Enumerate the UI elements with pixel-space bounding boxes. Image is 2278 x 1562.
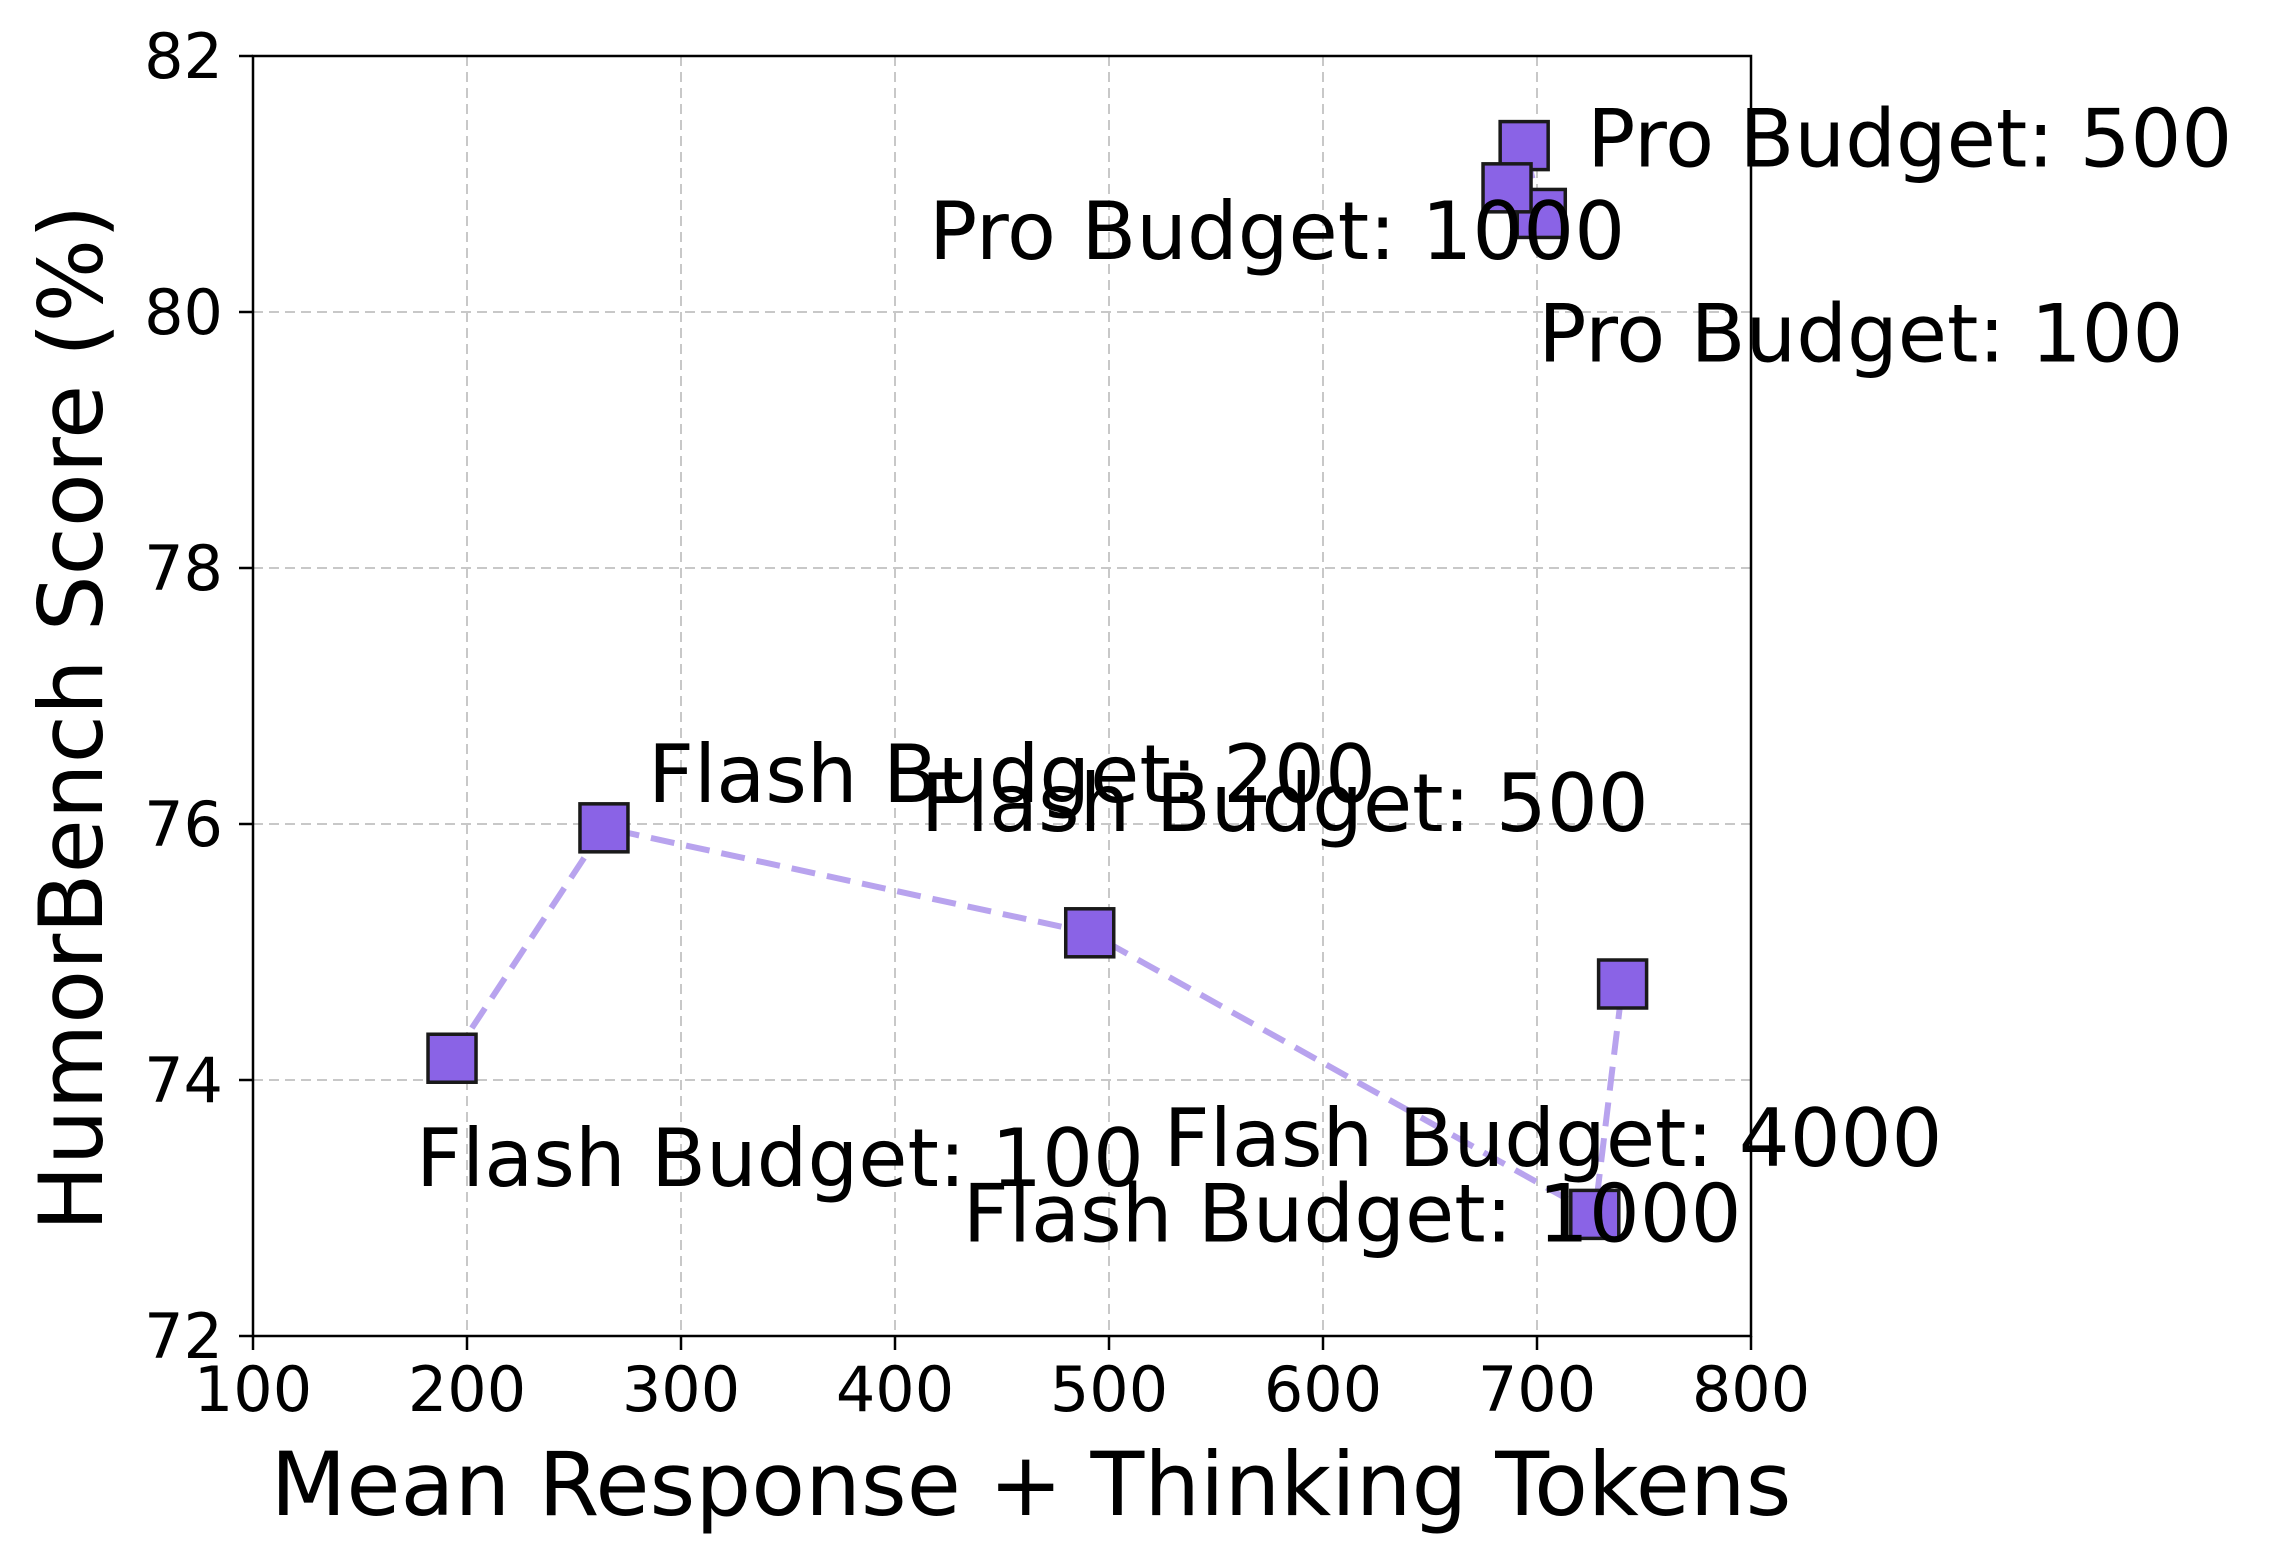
point-label: Pro Budget: 100 (1538, 287, 2183, 380)
y-axis-label: HumorBench Score (%) (20, 205, 123, 1232)
y-tick-label: 78 (144, 532, 223, 605)
point-label: Flash Budget: 200 (648, 728, 1376, 821)
data-point-marker (1481, 162, 1533, 214)
point-label: Flash Budget: 1000 (963, 1167, 1742, 1260)
point-label: Pro Budget: 500 (1587, 93, 2232, 186)
markers (426, 119, 1649, 1241)
point-label: Flash Budget: 4000 (1164, 1092, 1943, 1185)
y-tick-label: 82 (144, 20, 223, 93)
ticks: 100 200 300 400 500 600 700 800 72 74 76 78 80 82 (144, 20, 1810, 1426)
point-label: Flash Budget: 100 (416, 1112, 1144, 1205)
data-point-marker (1063, 907, 1116, 959)
y-tick-label: 72 (144, 1300, 223, 1373)
x-tick-label: 200 (408, 1353, 526, 1426)
point-label: Flash Budget: 500 (921, 757, 1649, 850)
y-tick-label: 74 (144, 1044, 223, 1117)
y-tick-label: 80 (144, 276, 223, 349)
series-lines (449, 142, 1626, 1218)
point-label: Pro Budget: 1000 (929, 185, 1625, 278)
x-tick-label: 600 (1264, 1353, 1382, 1426)
x-tick-label: 700 (1478, 1353, 1596, 1426)
data-point-marker (1569, 1188, 1621, 1241)
data-point-marker (426, 1032, 478, 1084)
x-tick-label: 400 (836, 1353, 954, 1426)
plot-frame (251, 54, 1753, 1338)
x-tick-label: 500 (1050, 1353, 1168, 1426)
x-tick-label: 800 (1692, 1353, 1810, 1426)
x-tick-label: 100 (194, 1353, 312, 1426)
data-point-marker (1596, 958, 1649, 1010)
y-tick-label: 76 (144, 788, 223, 861)
data-point-marker (578, 802, 630, 854)
x-axis-label: Mean Response + Thinking Tokens (270, 1433, 1791, 1536)
x-tick-label: 300 (622, 1353, 740, 1426)
